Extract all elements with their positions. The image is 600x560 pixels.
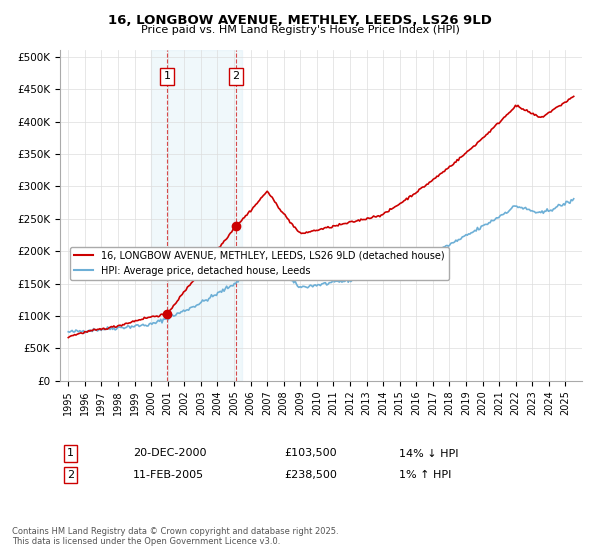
Text: Price paid vs. HM Land Registry's House Price Index (HPI): Price paid vs. HM Land Registry's House …: [140, 25, 460, 35]
Text: 1: 1: [164, 71, 170, 81]
Text: £238,500: £238,500: [284, 470, 337, 480]
Text: Contains HM Land Registry data © Crown copyright and database right 2025.
This d: Contains HM Land Registry data © Crown c…: [12, 526, 338, 546]
Legend: 16, LONGBOW AVENUE, METHLEY, LEEDS, LS26 9LD (detached house), HPI: Average pric: 16, LONGBOW AVENUE, METHLEY, LEEDS, LS26…: [70, 247, 449, 279]
Text: 2: 2: [67, 470, 74, 480]
Text: 16, LONGBOW AVENUE, METHLEY, LEEDS, LS26 9LD: 16, LONGBOW AVENUE, METHLEY, LEEDS, LS26…: [108, 14, 492, 27]
Text: 20-DEC-2000: 20-DEC-2000: [133, 449, 206, 459]
Text: £103,500: £103,500: [284, 449, 337, 459]
Text: 11-FEB-2005: 11-FEB-2005: [133, 470, 204, 480]
Text: 1: 1: [67, 449, 74, 459]
Bar: [151, 50, 242, 381]
Text: 2: 2: [232, 71, 239, 81]
Text: 14% ↓ HPI: 14% ↓ HPI: [400, 449, 459, 459]
Text: 1% ↑ HPI: 1% ↑ HPI: [400, 470, 452, 480]
